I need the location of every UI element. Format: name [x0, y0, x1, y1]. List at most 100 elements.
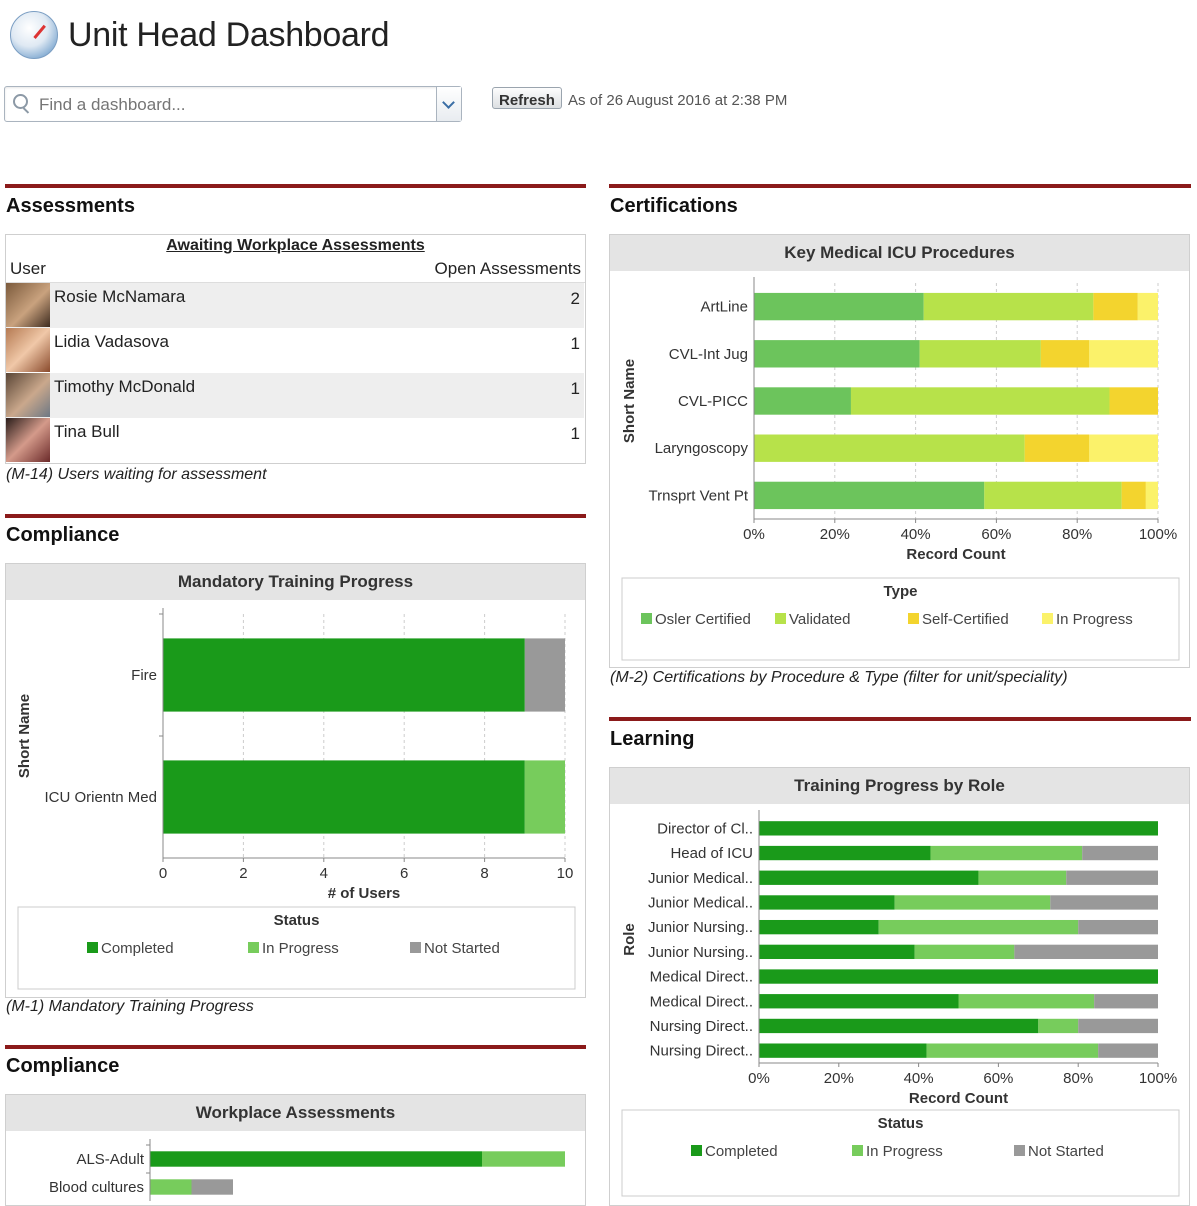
- legend-label[interactable]: In Progress: [866, 1143, 943, 1160]
- bar-segment[interactable]: [1066, 870, 1158, 885]
- bar-segment[interactable]: [1145, 481, 1158, 510]
- user-name[interactable]: Timothy McDonald: [54, 377, 196, 396]
- category-label: Laryngoscopy: [655, 440, 749, 457]
- bar-segment[interactable]: [150, 1179, 192, 1195]
- category-label: ALS-Adult: [76, 1151, 144, 1168]
- col-header-open-assessments[interactable]: Open Assessments: [434, 259, 581, 278]
- table-row[interactable]: Tina Bull 1: [6, 418, 584, 463]
- bar-segment[interactable]: [1050, 895, 1158, 910]
- chevron-down-icon[interactable]: [436, 87, 461, 121]
- category-label: Medical Direct..: [650, 969, 753, 986]
- bar-segment[interactable]: [759, 994, 959, 1009]
- bar-segment[interactable]: [1093, 292, 1138, 321]
- legend-swatch: [908, 613, 919, 624]
- tick-label: 4: [320, 865, 328, 882]
- bar-segment[interactable]: [759, 944, 915, 960]
- tick-label: 100%: [1139, 526, 1177, 543]
- legend-label[interactable]: Osler Certified: [655, 611, 751, 628]
- bar-segment[interactable]: [754, 387, 851, 415]
- bar-segment[interactable]: [754, 340, 920, 368]
- category-label: Blood cultures: [49, 1179, 144, 1196]
- category-label: ArtLine: [700, 299, 748, 316]
- bar-segment[interactable]: [1024, 434, 1090, 462]
- bar-segment[interactable]: [150, 1151, 482, 1167]
- bar-segment[interactable]: [1089, 340, 1158, 368]
- legend-label[interactable]: Self-Certified: [922, 611, 1009, 628]
- assessments-table-title[interactable]: Awaiting Workplace Assessments: [166, 237, 425, 254]
- bar-segment[interactable]: [1040, 340, 1090, 368]
- table-row[interactable]: Rosie McNamara 2: [6, 283, 584, 328]
- bar-segment[interactable]: [984, 481, 1122, 510]
- bar-segment[interactable]: [163, 638, 525, 712]
- bar-segment[interactable]: [1078, 919, 1158, 935]
- bar-segment[interactable]: [1038, 1018, 1079, 1034]
- training-by-role-panel: Training Progress by Role Director of Cl…: [609, 767, 1190, 1206]
- assessments-section-title: Assessments: [6, 195, 135, 217]
- bar-segment[interactable]: [1094, 994, 1158, 1009]
- legend-label[interactable]: Not Started: [424, 940, 500, 957]
- tick-label: 60%: [983, 1070, 1013, 1087]
- bar-segment[interactable]: [1137, 292, 1158, 321]
- bar-segment[interactable]: [759, 1043, 927, 1058]
- bar-segment[interactable]: [759, 919, 879, 935]
- tick-label: 0: [159, 865, 167, 882]
- bar-segment[interactable]: [850, 387, 1110, 415]
- icu-procedures-chart: ArtLine CVL-Int Jug CVL-PICC Laryngoscopy Tr…: [621, 277, 1180, 661]
- avatar: [6, 373, 50, 417]
- chart-title: Key Medical ICU Procedures: [610, 235, 1189, 271]
- mandatory-training-chart: Fire ICU Orientn Med 0 2 4 6 8 10 # of Users Shor…: [16, 608, 576, 990]
- bar-segment[interactable]: [759, 821, 1158, 836]
- bar-segment[interactable]: [923, 292, 1094, 321]
- bar-segment[interactable]: [894, 895, 1051, 910]
- bar-segment[interactable]: [958, 994, 1095, 1009]
- bar-segment[interactable]: [759, 895, 895, 910]
- legend-label[interactable]: Completed: [101, 940, 174, 957]
- bar-segment[interactable]: [1014, 944, 1158, 960]
- bar-segment[interactable]: [759, 870, 979, 885]
- legend-label[interactable]: In Progress: [1056, 611, 1133, 628]
- user-name[interactable]: Rosie McNamara: [54, 287, 186, 306]
- tick-label: 20%: [820, 526, 850, 543]
- bar-segment[interactable]: [1098, 1043, 1158, 1058]
- bar-segment[interactable]: [926, 1043, 1099, 1058]
- table-row[interactable]: Timothy McDonald 1: [6, 373, 584, 418]
- legend-swatch: [410, 942, 421, 953]
- bar-segment[interactable]: [930, 845, 1083, 861]
- bar-segment[interactable]: [1089, 434, 1158, 462]
- dashboard-search[interactable]: [4, 86, 462, 122]
- search-input[interactable]: [37, 92, 436, 118]
- bar-segment[interactable]: [163, 760, 525, 834]
- legend-label[interactable]: Completed: [705, 1143, 778, 1160]
- bar-segment[interactable]: [1121, 481, 1146, 510]
- bar-segment[interactable]: [759, 1018, 1039, 1034]
- legend-swatch: [1042, 613, 1053, 624]
- bar-segment[interactable]: [759, 845, 931, 861]
- bar-segment[interactable]: [919, 340, 1041, 368]
- bar-segment[interactable]: [524, 638, 565, 712]
- bar-segment[interactable]: [754, 292, 924, 321]
- bar-segment[interactable]: [878, 919, 1079, 935]
- bar-segment[interactable]: [754, 434, 1025, 462]
- section-divider: [5, 184, 586, 188]
- bar-segment[interactable]: [1109, 387, 1158, 415]
- open-count: 1: [570, 379, 580, 398]
- bar-segment[interactable]: [978, 870, 1067, 885]
- legend-label[interactable]: Not Started: [1028, 1143, 1104, 1160]
- user-name[interactable]: Tina Bull: [54, 422, 120, 441]
- table-row[interactable]: Lidia Vadasova 1: [6, 328, 584, 373]
- bar-segment[interactable]: [914, 944, 1015, 960]
- category-label: Medical Direct..: [650, 993, 753, 1010]
- bar-segment[interactable]: [754, 481, 985, 510]
- bar-segment[interactable]: [482, 1151, 565, 1167]
- legend-label[interactable]: In Progress: [262, 940, 339, 957]
- bar-segment[interactable]: [1078, 1018, 1158, 1034]
- bar-segment[interactable]: [191, 1179, 234, 1195]
- bar-segment[interactable]: [759, 969, 1158, 984]
- user-name[interactable]: Lidia Vadasova: [54, 332, 169, 351]
- col-header-user[interactable]: User: [10, 259, 46, 278]
- bar-segment[interactable]: [524, 760, 565, 834]
- bar-segment[interactable]: [1082, 845, 1158, 861]
- legend-label[interactable]: Validated: [789, 611, 850, 628]
- refresh-button[interactable]: Refresh: [492, 87, 562, 109]
- category-label: Nursing Direct..: [650, 1043, 753, 1060]
